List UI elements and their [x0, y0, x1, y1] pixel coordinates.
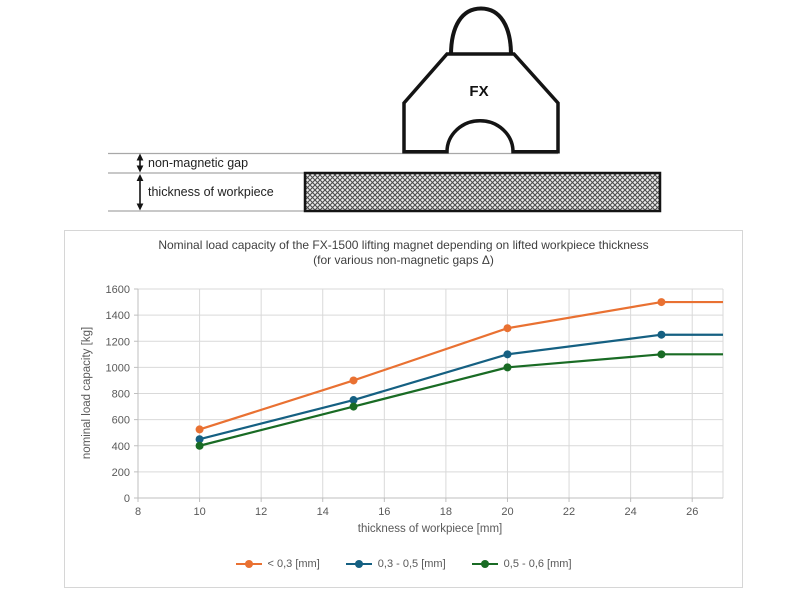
series-line-1 — [199, 333, 723, 441]
gap-dimension-arrow — [136, 153, 144, 173]
x-tick-label: 26 — [686, 506, 698, 518]
data-point — [657, 298, 666, 307]
legend-marker-dot — [244, 560, 253, 568]
x-tick-label: 24 — [625, 506, 637, 518]
plot-area: nominal load capacity [kg] thickness of … — [81, 284, 724, 535]
y-tick-label: 1400 — [106, 310, 130, 322]
legend-marker-dot — [354, 560, 363, 568]
legend-marker — [471, 560, 498, 568]
y-axis-title: nominal load capacity [kg] — [81, 327, 93, 459]
x-tick-label: 20 — [501, 506, 513, 518]
legend-marker — [345, 560, 372, 568]
chart-title: Nominal load capacity of the FX-1500 lif… — [65, 238, 742, 268]
magnet-label: FX — [469, 83, 488, 100]
legend-label: < 0,3 [mm] — [267, 558, 320, 570]
data-point — [503, 324, 512, 333]
data-point — [349, 396, 358, 405]
x-axis-title: thickness of workpiece [mm] — [358, 523, 502, 535]
y-tick-label: 800 — [112, 389, 130, 401]
legend-item: 0,5 - 0,6 [mm] — [471, 558, 572, 570]
data-point — [503, 363, 512, 372]
chart-legend: < 0,3 [mm] 0,3 - 0,5 [mm] 0,5 - 0,6 [mm] — [65, 558, 742, 570]
data-point — [349, 376, 358, 385]
y-tick-label: 1000 — [106, 362, 130, 374]
y-tick-label: 0 — [124, 493, 130, 505]
thickness-label: thickness of workpiece — [148, 185, 274, 199]
x-tick-label: 16 — [378, 506, 390, 518]
series-line-0 — [199, 300, 723, 431]
magnet-diagram: non-magnetic gap thickness of workpiece … — [108, 6, 662, 213]
y-tick-label: 200 — [112, 467, 130, 479]
data-point — [195, 435, 204, 444]
data-point — [503, 350, 512, 359]
y-tick-label: 400 — [112, 441, 130, 453]
magnet-handle — [448, 6, 514, 57]
thickness-dimension-arrow — [136, 174, 144, 211]
legend-label: 0,3 - 0,5 [mm] — [377, 558, 446, 570]
data-point — [349, 402, 358, 411]
x-tick-label: 18 — [440, 506, 452, 518]
legend-item: 0,3 - 0,5 [mm] — [345, 558, 446, 570]
data-point — [657, 330, 666, 339]
chart-title-line2: (for various non-magnetic gaps Δ) — [313, 253, 494, 267]
x-tick-label: 12 — [255, 506, 267, 518]
chart-container: nominal load capacity [kg] thickness of … — [64, 230, 743, 588]
legend-marker — [235, 560, 262, 568]
data-point — [195, 441, 204, 450]
y-tick-label: 600 — [112, 415, 130, 427]
x-tick-label: 14 — [317, 506, 329, 518]
legend-marker-dot — [480, 560, 489, 568]
gap-label: non-magnetic gap — [148, 156, 248, 170]
workpiece — [303, 171, 662, 213]
x-tick-label: 8 — [135, 506, 141, 518]
x-tick-label: 22 — [563, 506, 575, 518]
y-tick-label: 1600 — [106, 284, 130, 296]
magnet-body — [402, 52, 560, 154]
data-point — [195, 425, 204, 434]
lifting-magnet: FX — [402, 6, 560, 154]
data-point — [657, 350, 666, 359]
chart-title-line1: Nominal load capacity of the FX-1500 lif… — [158, 238, 649, 252]
legend-item: < 0,3 [mm] — [235, 558, 320, 570]
x-tick-label: 10 — [193, 506, 205, 518]
legend-label: 0,5 - 0,6 [mm] — [503, 558, 572, 570]
y-tick-label: 1200 — [106, 336, 130, 348]
